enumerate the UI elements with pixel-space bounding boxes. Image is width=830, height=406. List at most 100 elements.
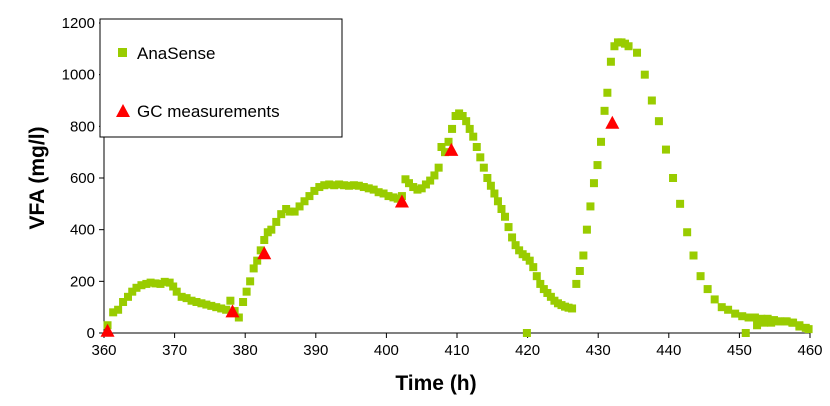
x-tick-label: 380 (233, 342, 258, 359)
anasense-point (717, 303, 726, 312)
anasense-point (640, 70, 649, 79)
gc-measurement-point (257, 246, 272, 260)
anasense-point (217, 304, 226, 313)
anasense-point (169, 282, 178, 291)
anasense-point (647, 96, 656, 105)
legend-marker-anasense (118, 48, 127, 57)
anasense-point (582, 225, 591, 234)
x-tick-label: 410 (444, 342, 469, 359)
anasense-point (760, 318, 769, 327)
anasense-point (669, 174, 678, 182)
anasense-point (277, 210, 286, 219)
x-tick-label: 450 (727, 342, 752, 359)
anasense-point (109, 308, 118, 317)
anasense-point (315, 183, 324, 192)
anasense-point (239, 298, 248, 306)
anasense-point (654, 117, 663, 126)
anasense-point (497, 205, 506, 213)
x-tick-label: 430 (586, 342, 611, 359)
gc-measurement-point (394, 194, 409, 208)
anasense-point (462, 117, 471, 126)
anasense-point (160, 277, 169, 286)
anasense-point (683, 228, 692, 237)
anasense-point (476, 153, 485, 162)
anasense-point (597, 137, 606, 146)
anasense-point (156, 279, 165, 288)
anasense-point (430, 171, 439, 180)
anasense-point (267, 225, 276, 234)
anasense-point (568, 304, 577, 313)
anasense-point (483, 174, 492, 182)
anasense-point (124, 292, 133, 301)
anasense-point (586, 202, 595, 211)
anasense-point (256, 246, 265, 255)
anasense-point (142, 279, 151, 288)
anasense-point (575, 267, 584, 275)
anasense-point (202, 300, 211, 309)
anasense-point (295, 202, 304, 211)
anasense-point (192, 298, 201, 306)
y-tick-label: 800 (70, 118, 95, 135)
anasense-point (458, 112, 467, 120)
anasense-point (364, 184, 373, 193)
y-tick-label: 0 (87, 325, 95, 342)
anasense-point (522, 329, 531, 337)
anasense-point (182, 294, 191, 303)
y-tick-label: 200 (70, 273, 95, 290)
anasense-point (146, 278, 155, 287)
legend-box (99, 18, 343, 138)
anasense-point (788, 318, 797, 327)
anasense-point (320, 181, 329, 190)
anasense-point (374, 188, 383, 197)
legend-label-gc: GC measurements (137, 102, 280, 121)
x-tick-label: 420 (515, 342, 540, 359)
anasense-point (741, 329, 750, 337)
anasense-point (781, 317, 790, 326)
y-tick-label: 400 (70, 222, 95, 239)
anasense-point (379, 189, 388, 198)
anasense-point (508, 233, 517, 242)
anasense-point (795, 321, 804, 330)
anasense-point (624, 42, 633, 51)
x-tick-label: 360 (91, 342, 116, 359)
anasense-point (600, 106, 609, 115)
anasense-point (472, 143, 481, 151)
anasense-point (389, 193, 398, 202)
anasense-point (132, 283, 141, 292)
anasense-point (731, 309, 740, 318)
anasense-point (128, 287, 137, 296)
anasense-point (393, 194, 402, 203)
anasense-point (536, 279, 545, 288)
anasense-point (501, 212, 510, 221)
anasense-point (529, 263, 538, 272)
y-axis-title: VFA (mg/l) (26, 126, 49, 229)
anasense-point (421, 180, 430, 189)
x-tick-label: 440 (656, 342, 681, 359)
anasense-point (511, 241, 520, 250)
gc-measurement-point (444, 142, 459, 156)
anasense-point (738, 312, 747, 321)
anasense-point (593, 161, 602, 170)
anasense-point (676, 199, 685, 208)
anasense-point (469, 132, 478, 141)
anasense-point (325, 180, 334, 189)
anasense-point (440, 148, 449, 157)
anasense-point (767, 318, 776, 327)
anasense-point (504, 223, 513, 232)
anasense-point (426, 176, 435, 185)
anasense-point (300, 197, 309, 206)
anasense-point (114, 305, 123, 314)
anasense-point (774, 317, 783, 326)
anasense-point (703, 285, 712, 294)
anasense-point (404, 179, 413, 188)
anasense-point (354, 181, 363, 190)
anasense-point (137, 281, 146, 290)
anasense-point (753, 321, 762, 330)
x-tick-label: 400 (374, 342, 399, 359)
anasense-point (207, 301, 216, 310)
anasense-point (689, 251, 698, 260)
gc-measurement-point (100, 323, 115, 337)
plot-points (100, 38, 813, 337)
anasense-point (603, 88, 612, 97)
